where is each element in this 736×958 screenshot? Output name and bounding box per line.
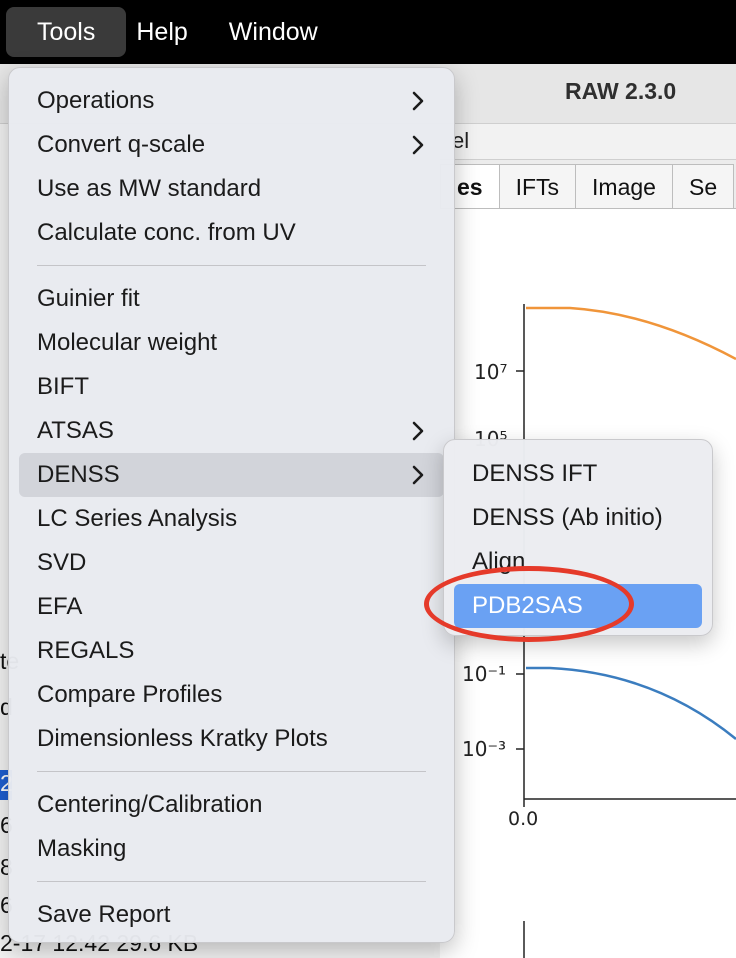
menu-item-calculate-conc-from-uv[interactable]: Calculate conc. from UV	[19, 211, 444, 255]
highlight-annotation-circle	[424, 566, 634, 642]
menu-item-label: Dimensionless Kratky Plots	[37, 725, 328, 752]
menu-item-regals[interactable]: REGALS	[19, 629, 444, 673]
menu-item-label: Convert q-scale	[37, 131, 206, 158]
chevron-right-icon	[412, 465, 424, 485]
chevron-right-icon	[412, 91, 424, 111]
menu-item-efa[interactable]: EFA	[19, 585, 444, 629]
menu-item-label: Compare Profiles	[37, 681, 223, 708]
tools-menu: Operations Convert q-scale Use as MW stand…	[8, 67, 455, 943]
menu-item-label: BIFT	[37, 373, 89, 400]
menu-item-label: Calculate conc. from UV	[37, 219, 296, 246]
menu-item-label: Guinier fit	[37, 285, 140, 312]
menu-item-label: DENSS	[37, 461, 120, 488]
menu-separator	[37, 265, 426, 266]
menu-item-label: Centering/Calibration	[37, 791, 263, 818]
window-title: RAW 2.3.0	[565, 78, 677, 104]
menu-separator	[37, 881, 426, 882]
tab-image[interactable]: Image	[575, 164, 673, 208]
chevron-right-icon	[412, 135, 424, 155]
menu-item-save-report[interactable]: Save Report	[19, 893, 444, 937]
menu-item-label: SVD	[37, 549, 87, 576]
menu-item-centering-calibration[interactable]: Centering/Calibration	[19, 783, 444, 827]
menu-tools[interactable]: Tools	[6, 7, 127, 57]
menu-item-label: REGALS	[37, 637, 135, 664]
menu-item-label: Molecular weight	[37, 329, 218, 356]
menu-item-label: EFA	[37, 593, 83, 620]
control-panel-label: el	[452, 128, 470, 153]
y-tick-label: 10⁻¹	[462, 662, 506, 686]
menu-window[interactable]: Window	[228, 18, 318, 46]
menu-item-atsas[interactable]: ATSAS	[19, 409, 444, 453]
menu-item-molecular-weight[interactable]: Molecular weight	[19, 321, 444, 365]
menu-separator	[37, 771, 426, 772]
menu-item-bift[interactable]: BIFT	[19, 365, 444, 409]
tab-ifts[interactable]: IFTs	[498, 164, 577, 208]
menu-item-masking[interactable]: Masking	[19, 827, 444, 871]
x-tick-label: 0.0	[508, 808, 538, 830]
menu-item-guinier-fit[interactable]: Guinier fit	[19, 277, 444, 321]
submenu-item-denss-ift[interactable]: DENSS IFT	[472, 460, 598, 487]
tab-series[interactable]: Se	[671, 164, 735, 208]
y-tick-label: 10⁷	[474, 360, 507, 384]
series-lower	[526, 666, 736, 740]
menu-bar: Tools Help Window	[0, 0, 736, 64]
menu-item-denss[interactable]: DENSS	[19, 453, 444, 497]
menu-item-compare-profiles[interactable]: Compare Profiles	[19, 673, 444, 717]
plot-tabs: es IFTs Image Se	[440, 164, 735, 210]
chevron-right-icon	[412, 421, 424, 441]
menu-item-convert-q-scale[interactable]: Convert q-scale	[19, 123, 444, 167]
menu-item-operations[interactable]: Operations	[19, 79, 444, 123]
menu-item-label: Masking	[37, 835, 127, 862]
menu-item-label: ATSAS	[37, 417, 114, 444]
menu-help[interactable]: Help	[136, 18, 188, 46]
menu-item-label: LC Series Analysis	[37, 505, 238, 532]
menu-item-label: Operations	[37, 87, 155, 114]
menu-item-dimensionless-kratky-plots[interactable]: Dimensionless Kratky Plots	[19, 717, 444, 761]
series-upper	[526, 306, 736, 361]
menu-item-label: Use as MW standard	[37, 175, 262, 202]
menu-item-use-as-mw-standard[interactable]: Use as MW standard	[19, 167, 444, 211]
menu-item-svd[interactable]: SVD	[19, 541, 444, 585]
y-tick-label: 10⁻³	[462, 737, 506, 761]
submenu-item-denss-ab-initio[interactable]: DENSS (Ab initio)	[472, 504, 663, 531]
control-panel-header	[440, 124, 736, 160]
menu-item-lc-series-analysis[interactable]: LC Series Analysis	[19, 497, 444, 541]
menu-item-label: Save Report	[37, 901, 171, 928]
